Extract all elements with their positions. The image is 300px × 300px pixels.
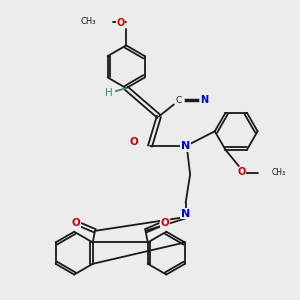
Text: CH₃: CH₃	[272, 169, 286, 178]
Text: N: N	[200, 95, 208, 105]
Text: CH₃: CH₃	[81, 17, 97, 26]
Text: O: O	[160, 218, 169, 227]
Text: O: O	[129, 137, 138, 147]
Text: N: N	[181, 141, 190, 151]
Text: O: O	[238, 167, 246, 177]
Text: O: O	[117, 18, 125, 28]
Text: N: N	[181, 208, 190, 219]
Text: O: O	[71, 218, 80, 227]
Text: C: C	[175, 96, 182, 105]
Text: H: H	[104, 88, 112, 98]
